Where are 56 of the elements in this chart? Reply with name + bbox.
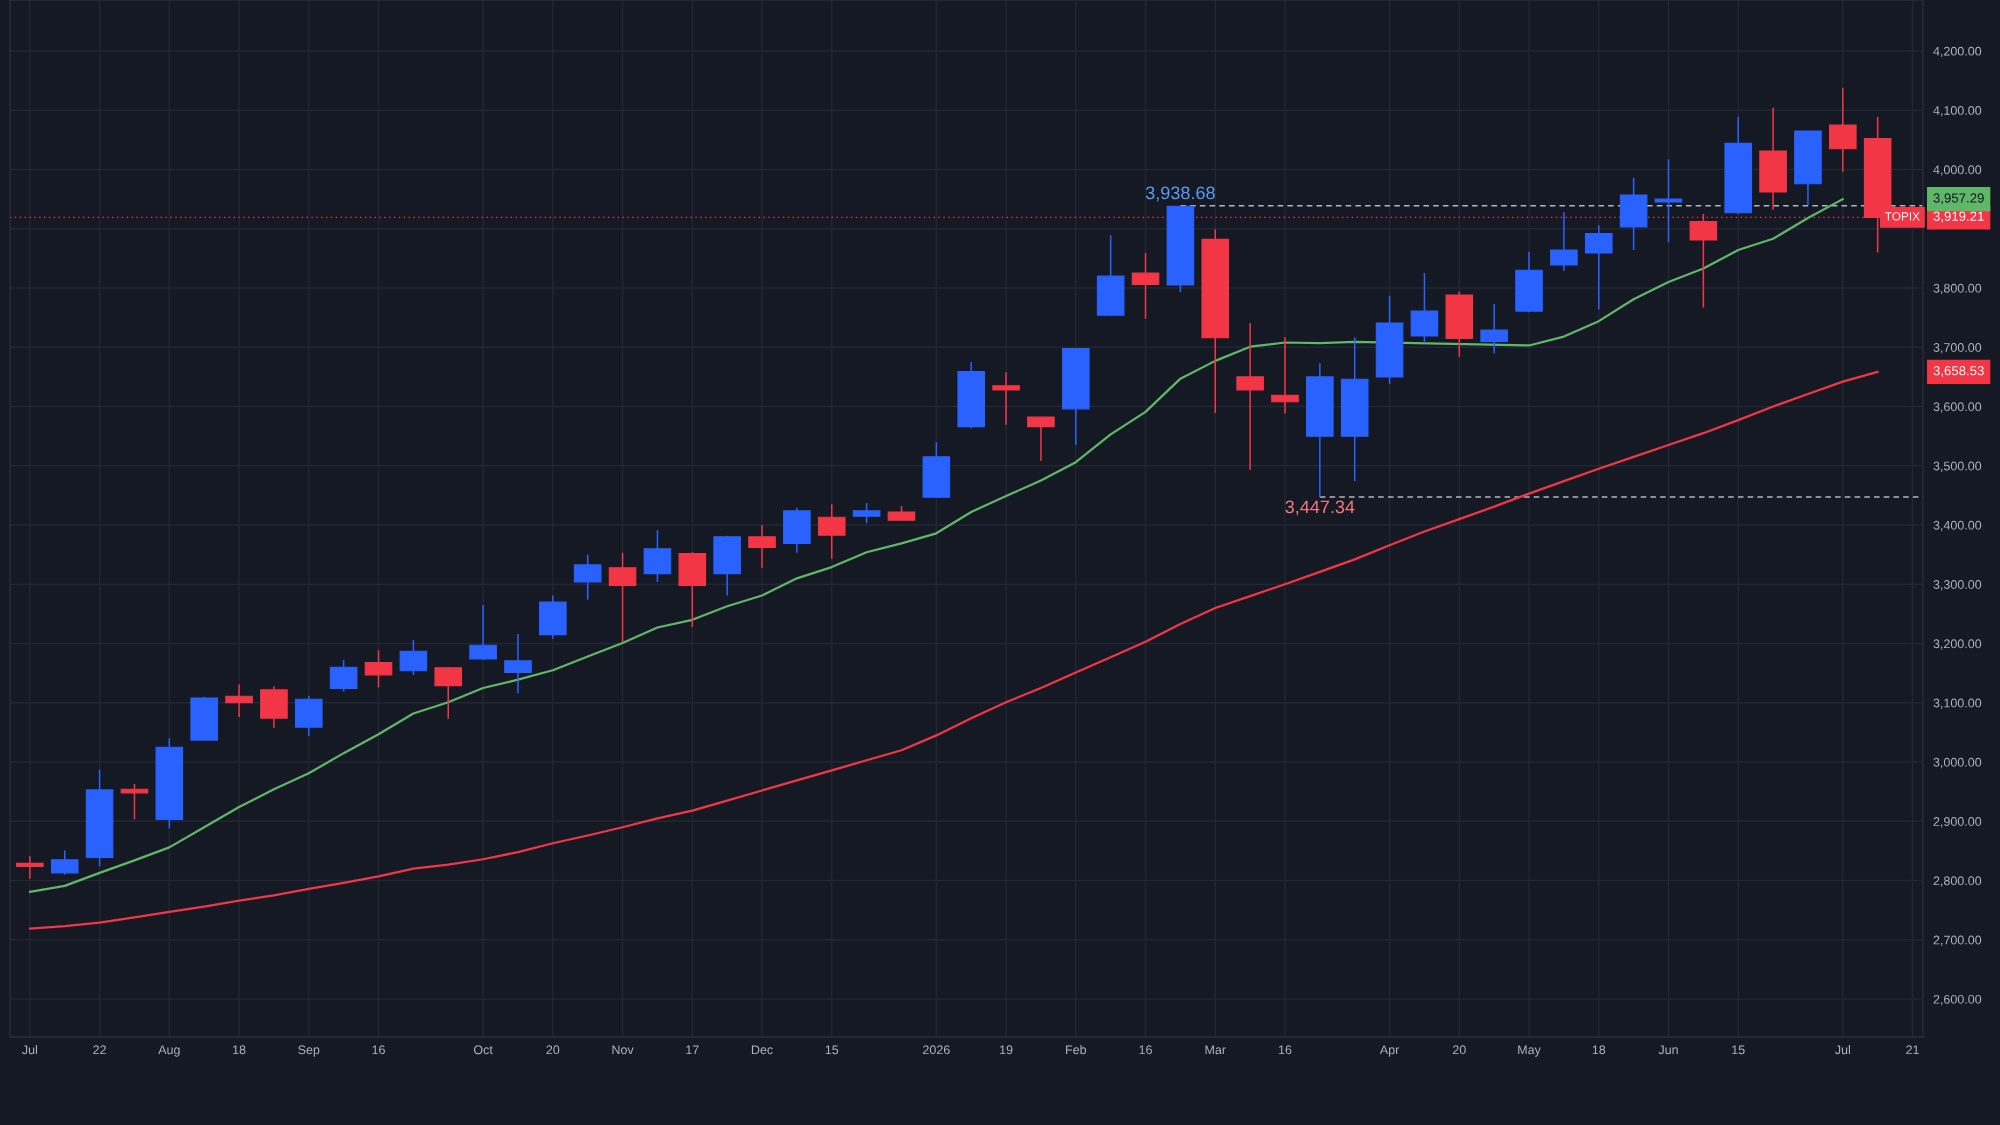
candlestick — [1236, 322, 1264, 471]
x-tick-label: Aug — [158, 1045, 180, 1057]
x-tick-label: 16 — [1278, 1045, 1292, 1055]
x-tick-label: Jul — [22, 1045, 38, 1055]
x-tick-label: Feb — [1066, 1045, 1087, 1055]
x-tick-label: 15 — [825, 1045, 839, 1055]
ref-line-label: 3,938.68 — [1145, 186, 1215, 202]
y-tick-label: 3,000.00 — [1933, 757, 1982, 769]
x-tick-label: Sep — [298, 1045, 320, 1057]
x-tick-label: 18 — [233, 1045, 246, 1055]
x-tick-label: 16 — [1139, 1045, 1152, 1055]
x-tick-label: 20 — [1452, 1045, 1466, 1055]
y-tick-label: 3,600.00 — [1933, 402, 1982, 413]
y-tick-label: 2,900.00 — [1933, 817, 1982, 828]
text: 3,957.29 — [1933, 193, 1984, 205]
candlestick — [120, 783, 149, 821]
text: 3,658.53 — [1933, 366, 1984, 377]
x-tick-label: 16 — [372, 1045, 385, 1055]
y-tick-label: 2,600.00 — [1933, 994, 1982, 1006]
line-series — [28, 370, 1879, 930]
y-tick-label: 4,200.00 — [1933, 46, 1982, 58]
x-tick-label: 21 — [1906, 1045, 1919, 1055]
x-tick-label: Jun — [1658, 1045, 1678, 1055]
candlestick — [1654, 158, 1683, 244]
x-tick-label: Dec — [751, 1045, 773, 1055]
y-tick-label: 3,200.00 — [1933, 639, 1982, 650]
candlestick — [992, 371, 1020, 426]
candlestick — [16, 855, 44, 880]
y-tick-label: 4,000.00 — [1933, 165, 1982, 176]
y-tick-label: 3,400.00 — [1933, 520, 1982, 532]
candlestick — [1271, 336, 1299, 415]
x-tick-label: 19 — [1000, 1045, 1013, 1055]
x-tick-label: Jul — [1835, 1045, 1850, 1055]
x-tick-label: 15 — [1732, 1045, 1745, 1055]
x-tick-label: 22 — [93, 1045, 106, 1055]
y-tick-label: 2,800.00 — [1933, 876, 1982, 887]
ref-line-label: 3,447.34 — [1285, 500, 1355, 516]
series-label: TOPIX — [1885, 212, 1920, 221]
x-tick-label: 20 — [546, 1045, 560, 1055]
y-tick-label: 3,700.00 — [1933, 343, 1982, 354]
y-tick-label: 3,300.00 — [1933, 580, 1982, 591]
x-tick-label: Apr — [1379, 1045, 1400, 1057]
y-tick-label: 3,100.00 — [1933, 698, 1982, 709]
x-tick-label: Mar — [1205, 1045, 1226, 1055]
x-tick-label: 2026 — [923, 1045, 950, 1055]
x-tick-label: 17 — [686, 1045, 699, 1055]
y-tick-label: 2,700.00 — [1933, 935, 1982, 946]
x-tick-label: Oct — [473, 1045, 493, 1055]
candlestick — [225, 683, 253, 718]
y-tick-label: 3,800.00 — [1933, 283, 1982, 295]
y-tick-label: 4,100.00 — [1933, 106, 1982, 117]
ref-line-label: 3,919.21 — [1933, 211, 1984, 223]
x-tick-label: 18 — [1592, 1045, 1606, 1055]
x-tick-label: Nov — [612, 1045, 634, 1055]
x-tick-label: May — [1518, 1045, 1541, 1057]
y-tick-label: 3,500.00 — [1933, 461, 1982, 472]
